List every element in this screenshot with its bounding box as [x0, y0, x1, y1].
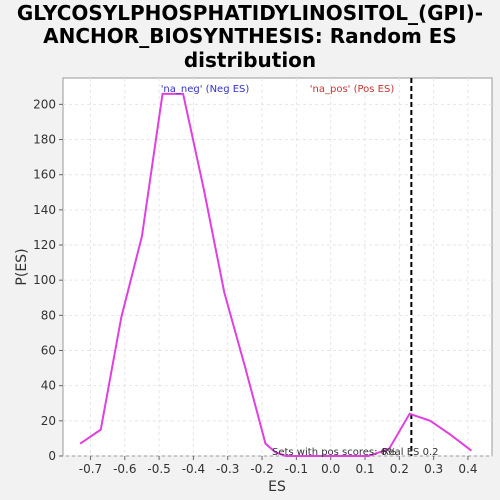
x-tick-label: -0.1 — [285, 462, 308, 476]
x-tick-label: -0.2 — [250, 462, 273, 476]
x-tick-label: -0.6 — [113, 462, 136, 476]
x-axis-ticks: -0.7 -0.6 -0.5 -0.4 -0.3 -0.2 -0.1 0.0 0.1 0.2 0.3… — [79, 456, 478, 476]
x-tick-label: -0.5 — [147, 462, 170, 476]
x-tick-label: 0.3 — [424, 462, 443, 476]
chart-title-line-2: ANCHOR_BIOSYNTHESIS: Random ES — [43, 24, 457, 48]
y-tick-label: 80 — [41, 308, 56, 322]
annotation-real-es: Real ES 0.2 — [382, 447, 438, 458]
x-tick-label: 0.2 — [390, 462, 409, 476]
annotation-pos-scores: Sets with pos scores: 6% — [272, 447, 397, 458]
y-tick-label: 120 — [33, 238, 56, 252]
chart-title-line-3: distribution — [184, 48, 316, 72]
plot-area — [62, 77, 493, 457]
y-tick-label: 40 — [41, 379, 56, 393]
y-tick-label: 140 — [33, 203, 56, 217]
y-tick-label: 0 — [48, 449, 56, 463]
x-tick-label: 0.1 — [355, 462, 374, 476]
y-tick-label: 100 — [33, 273, 56, 287]
x-tick-label: 0.0 — [321, 462, 340, 476]
y-tick-label: 160 — [33, 168, 56, 182]
chart-title-line-1: GLYCOSYLPHOSPHATIDYLINOSITOL_(GPI)- — [17, 1, 483, 25]
series-line-es-distribution — [79, 92, 473, 457]
legend-entry-na-pos: 'na_pos' (Pos ES) — [310, 84, 395, 95]
y-tick-label: 60 — [41, 344, 56, 358]
x-tick-label: -0.7 — [79, 462, 102, 476]
y-axis-label: P(ES) — [14, 248, 30, 285]
y-tick-label: 200 — [33, 97, 56, 111]
x-tick-label: -0.3 — [216, 462, 239, 476]
x-tick-label: 0.4 — [458, 462, 477, 476]
y-tick-label: 180 — [33, 133, 56, 147]
y-tick-label: 20 — [41, 414, 56, 428]
y-axis-ticks: 0 20 40 60 80 100 120 140 160 180 200 — [33, 97, 63, 463]
legend-entry-na-neg: 'na_neg' (Neg ES) — [161, 84, 250, 95]
x-tick-label: -0.4 — [182, 462, 205, 476]
x-axis-label: ES — [268, 479, 286, 495]
